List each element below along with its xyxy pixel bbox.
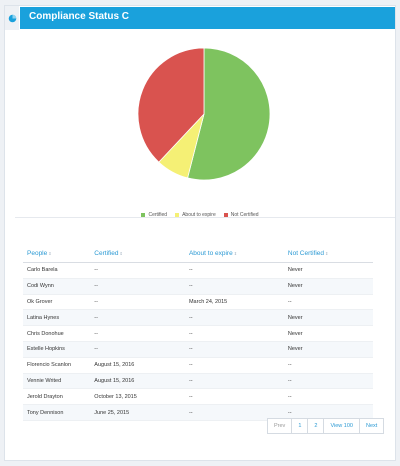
sort-icon[interactable]: ⇕ xyxy=(325,250,329,256)
pie-slice-not-certified[interactable] xyxy=(137,47,205,163)
column-header-label: About to expire xyxy=(188,249,233,257)
table-cell: -- xyxy=(184,262,284,279)
table-cell: March 24, 2015 xyxy=(184,294,284,311)
table-cell: -- xyxy=(90,341,185,358)
pie-chart-svg xyxy=(137,47,271,181)
table-cell: -- xyxy=(283,388,373,406)
table-row[interactable]: Ok Grover -- March 24, 2015 -- xyxy=(23,294,373,311)
table-cell: -- xyxy=(184,357,284,374)
pie-slice-certified[interactable] xyxy=(187,47,271,181)
table-body: Carlo Barela -- -- Never Codi Wynn -- -- Never O… xyxy=(23,262,373,421)
table-header-row: People⇕ Certified⇕ About to expire⇕ Not Cer… xyxy=(23,244,373,263)
table-cell: -- xyxy=(184,341,284,358)
table-row[interactable]: Codi Wynn -- -- Never xyxy=(23,278,373,295)
next-button[interactable]: Next xyxy=(358,419,384,433)
table-cell: Florencio Scanlon xyxy=(23,357,91,374)
table-cell: -- xyxy=(184,325,284,342)
table-cell: -- xyxy=(283,357,373,374)
pagination: Prev 1 2 View 100 Next xyxy=(267,418,385,434)
column-header-certified[interactable]: Certified⇕ xyxy=(90,244,185,263)
table-cell: Tony Dennison xyxy=(23,404,91,421)
legend-label: About to expire xyxy=(182,212,216,218)
column-header-about-to-expire[interactable]: About to expire⇕ xyxy=(184,244,284,263)
table-cell: Never xyxy=(283,341,373,358)
column-header-label: Not Certified xyxy=(287,249,325,257)
table-cell: August 15, 2016 xyxy=(90,373,185,390)
table-cell: -- xyxy=(184,309,284,327)
table-cell: -- xyxy=(90,294,185,311)
header-bar: Compliance Status C xyxy=(20,7,395,29)
table-cell: -- xyxy=(184,404,284,421)
table-row[interactable]: Estelle Hopkins -- -- Never xyxy=(23,341,373,358)
column-header-people[interactable]: People⇕ xyxy=(23,244,91,263)
page-1-button[interactable]: 1 xyxy=(291,419,308,433)
column-header-label: People xyxy=(27,249,48,257)
table-row[interactable]: Carlo Barela -- -- Never xyxy=(23,262,373,279)
table-cell: June 25, 2015 xyxy=(90,404,185,421)
table-cell: Codi Wynn xyxy=(23,278,91,295)
page-2-button[interactable]: 2 xyxy=(307,419,324,433)
legend-swatch xyxy=(175,213,180,217)
table-cell: October 13, 2015 xyxy=(90,388,185,406)
table-cell: Ok Grover xyxy=(23,294,91,311)
table-cell: Carlo Barela xyxy=(23,262,91,279)
view-100-button[interactable]: View 100 xyxy=(323,419,359,433)
table-cell: Estelle Hopkins xyxy=(23,341,91,358)
table-row[interactable]: Jerold Drayton October 13, 2015 -- -- xyxy=(23,388,373,406)
chart-legend: Certified About to expire Not Certified xyxy=(5,212,395,218)
table-cell: Chris Donohue xyxy=(23,325,91,342)
legend-item[interactable]: About to expire xyxy=(175,212,216,218)
legend-label: Certified xyxy=(148,212,168,218)
prev-button[interactable]: Prev xyxy=(268,419,292,433)
table-cell: Never xyxy=(283,278,373,295)
panel-header: Compliance Status C xyxy=(5,6,395,30)
table-cell: -- xyxy=(184,388,284,406)
column-header-label: Certified xyxy=(94,249,119,257)
column-header-not-certified[interactable]: Not Certified⇕ xyxy=(283,244,373,263)
table-row[interactable]: Vennie Writed August 15, 2016 -- -- xyxy=(23,373,373,390)
table-row[interactable]: Chris Donohue -- -- Never xyxy=(23,325,373,342)
table-cell: -- xyxy=(90,325,185,342)
table-row[interactable]: Latina Hynes -- -- Never xyxy=(23,309,373,327)
table-cell: August 15, 2016 xyxy=(90,357,185,374)
sort-icon[interactable]: ⇕ xyxy=(119,250,123,256)
table-cell: -- xyxy=(184,278,284,295)
table-cell: Vennie Writed xyxy=(23,373,91,390)
pie-chart-icon xyxy=(5,6,19,30)
table-cell: -- xyxy=(90,309,185,327)
legend-item[interactable]: Certified xyxy=(141,212,167,218)
table-cell: Latina Hynes xyxy=(23,309,91,327)
table-cell: Jerold Drayton xyxy=(23,388,91,406)
pie-chart: Certified About to expire Not Certified xyxy=(5,30,395,218)
sort-icon[interactable]: ⇕ xyxy=(233,250,238,256)
table-cell: -- xyxy=(90,278,185,295)
table-cell: Never xyxy=(283,325,373,342)
legend-swatch xyxy=(223,213,228,217)
legend-swatch xyxy=(141,213,146,217)
table-row[interactable]: Florencio Scanlon August 15, 2016 -- -- xyxy=(23,357,373,374)
divider xyxy=(15,217,395,218)
table-cell: -- xyxy=(90,262,185,279)
table-cell: -- xyxy=(283,294,373,311)
legend-label: Not Certified xyxy=(230,212,259,218)
compliance-panel: Compliance Status C Certified About to ex… xyxy=(4,5,396,461)
table-cell: -- xyxy=(184,373,284,390)
table-cell: -- xyxy=(283,373,373,390)
table-cell: Never xyxy=(283,309,373,327)
compliance-table: People⇕ Certified⇕ About to expire⇕ Not Cer… xyxy=(23,244,373,421)
sort-icon[interactable]: ⇕ xyxy=(48,250,52,256)
legend-item[interactable]: Not Certified xyxy=(223,212,259,218)
table-cell: Never xyxy=(283,262,373,279)
panel-title: Compliance Status C xyxy=(29,11,130,22)
